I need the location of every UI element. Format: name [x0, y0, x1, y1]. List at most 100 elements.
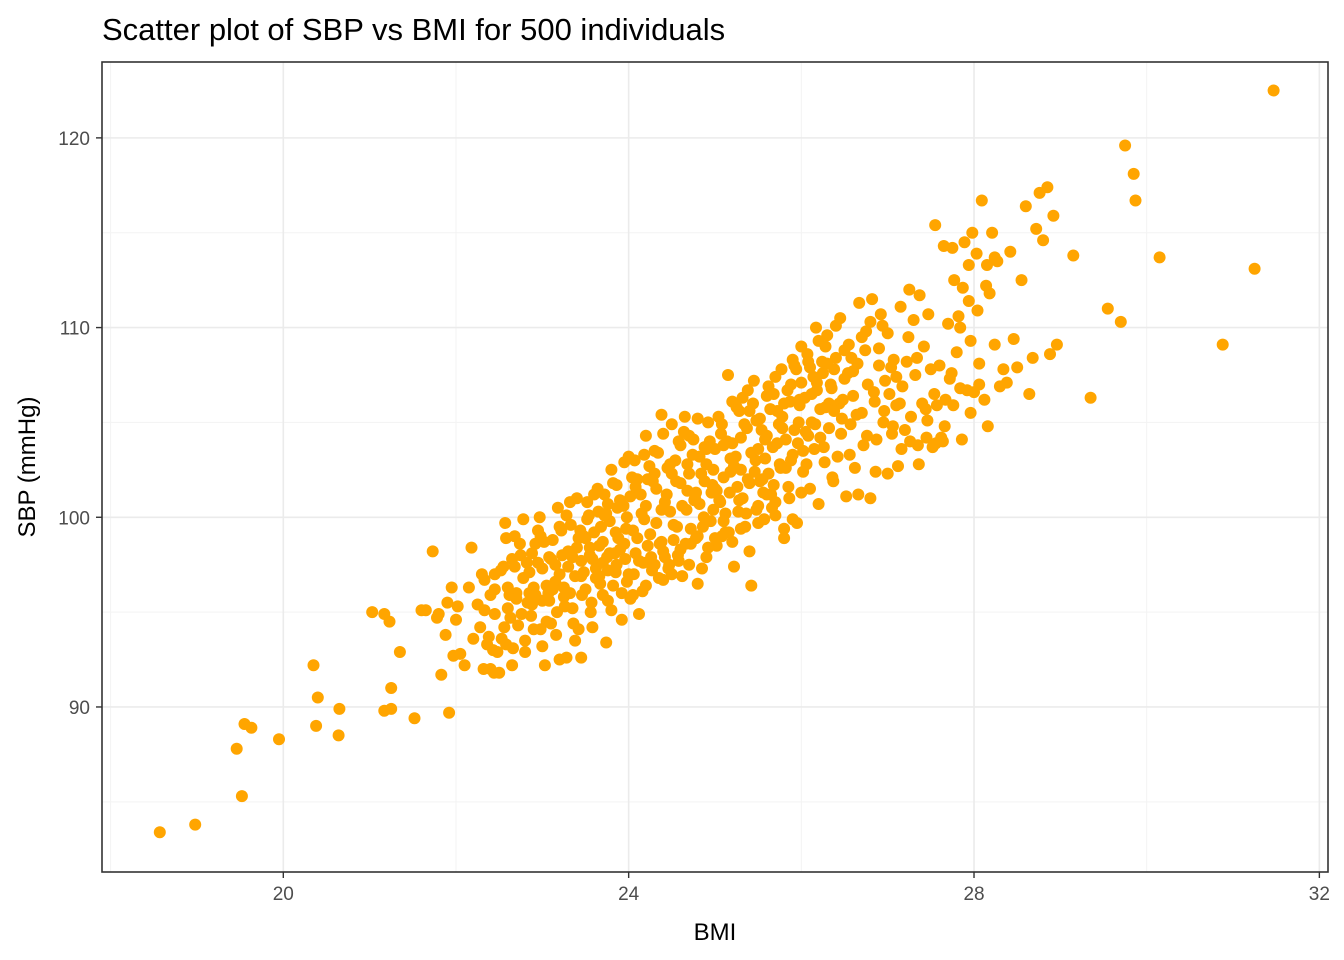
data-point — [646, 475, 659, 488]
data-point — [441, 596, 454, 609]
data-point — [762, 467, 775, 480]
data-point — [853, 296, 866, 309]
data-point — [230, 742, 243, 755]
data-point — [950, 346, 963, 359]
data-point — [980, 279, 993, 292]
data-point — [652, 446, 664, 459]
data-point — [921, 414, 934, 427]
data-point — [1030, 222, 1043, 235]
data-point — [938, 420, 951, 433]
data-point — [867, 386, 880, 399]
data-point — [717, 439, 730, 452]
data-point — [785, 454, 797, 467]
data-point — [1037, 234, 1050, 247]
data-point — [484, 589, 497, 601]
data-point — [755, 424, 768, 436]
data-point — [823, 422, 835, 435]
data-point — [612, 532, 625, 545]
data-point — [507, 642, 519, 655]
data-point — [962, 295, 975, 307]
data-point — [731, 480, 744, 493]
data-point — [431, 611, 443, 624]
data-point — [508, 560, 521, 573]
data-point — [873, 342, 885, 355]
data-point — [786, 513, 799, 526]
data-point — [930, 437, 942, 450]
data-point — [605, 463, 618, 476]
data-point — [610, 558, 623, 571]
data-point — [383, 615, 396, 628]
data-point — [903, 283, 916, 296]
data-point — [1084, 391, 1097, 404]
data-point — [591, 482, 604, 495]
data-point — [498, 621, 511, 634]
data-point — [821, 329, 834, 342]
data-point — [598, 509, 611, 522]
data-point — [655, 503, 668, 516]
data-point — [816, 367, 829, 380]
data-point — [835, 412, 848, 425]
data-point — [1015, 274, 1028, 287]
data-point — [810, 321, 822, 334]
data-point — [920, 431, 933, 444]
data-point — [728, 560, 740, 573]
plot-panel-border — [101, 61, 1329, 873]
data-point — [917, 340, 930, 353]
data-point — [655, 408, 668, 421]
data-point — [791, 437, 804, 450]
data-point — [153, 826, 166, 839]
data-point — [408, 712, 421, 725]
data-point — [644, 528, 657, 541]
data-point — [691, 412, 704, 425]
data-point — [439, 628, 452, 641]
data-point — [824, 378, 837, 391]
data-point — [619, 553, 632, 565]
data-point — [564, 587, 576, 600]
data-point — [333, 702, 346, 715]
data-point — [722, 526, 735, 539]
data-point — [733, 405, 746, 417]
data-point — [465, 541, 478, 554]
data-point — [759, 452, 772, 465]
data-point — [534, 623, 547, 636]
data-point — [800, 458, 813, 471]
data-point — [543, 594, 556, 607]
data-point — [1007, 333, 1020, 345]
data-point — [956, 281, 969, 294]
data-point — [499, 517, 512, 529]
data-point — [707, 463, 720, 476]
minor-gridlines — [102, 62, 1328, 872]
data-point — [674, 477, 687, 490]
data-point — [786, 353, 799, 366]
x-tick-label: 32 — [1309, 884, 1330, 905]
data-point — [747, 374, 760, 387]
data-point — [844, 418, 857, 431]
data-point — [595, 520, 607, 533]
data-point — [893, 397, 906, 410]
data-point — [930, 399, 943, 412]
data-point — [988, 251, 1001, 264]
data-point — [581, 496, 594, 509]
data-point — [488, 608, 501, 620]
data-point — [873, 359, 885, 372]
y-axis-title: SBP (mmHg) — [14, 397, 41, 538]
x-axis: 20 24 28 32 — [273, 872, 1330, 905]
data-point — [569, 634, 582, 647]
data-point — [475, 568, 488, 581]
data-point — [778, 397, 791, 410]
data-point — [1047, 209, 1060, 222]
data-point — [988, 338, 1001, 351]
data-point — [550, 628, 563, 641]
data-point — [332, 729, 345, 742]
data-point — [947, 399, 960, 412]
data-point — [586, 553, 599, 565]
data-point — [1023, 388, 1036, 400]
data-point — [1248, 262, 1261, 275]
data-point — [933, 359, 946, 372]
data-point — [696, 562, 708, 575]
data-point — [676, 570, 689, 583]
data-point — [583, 541, 596, 554]
data-point — [894, 300, 907, 313]
data-point — [738, 418, 751, 431]
data-point — [584, 606, 597, 619]
